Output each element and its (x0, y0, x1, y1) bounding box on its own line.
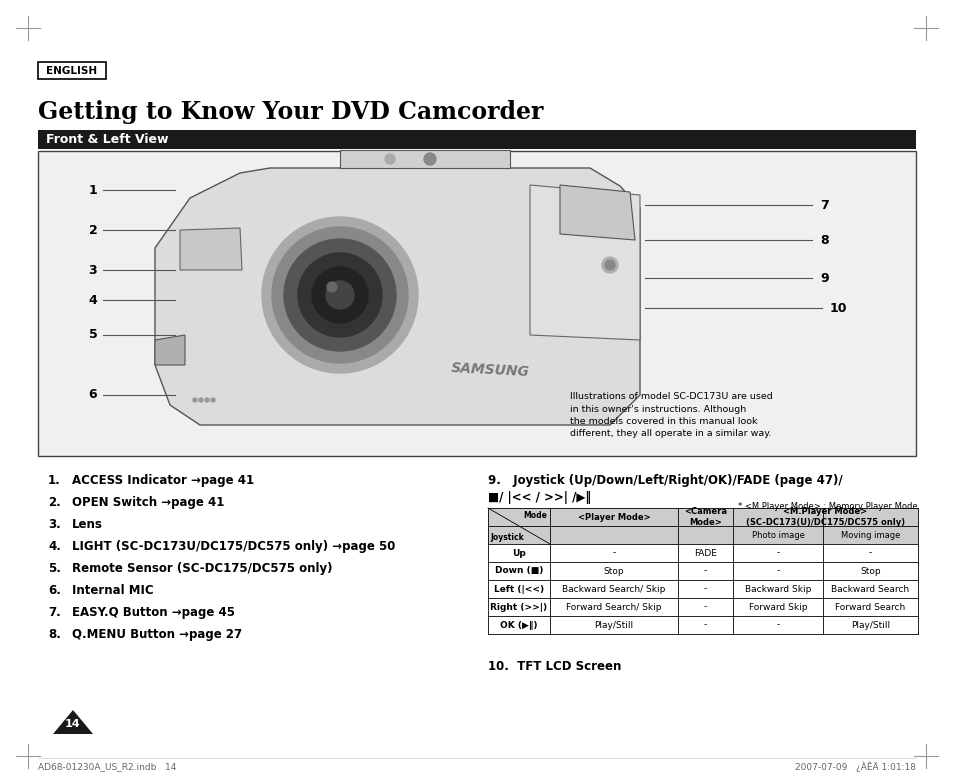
Text: Down (■): Down (■) (495, 567, 542, 575)
Text: Mode: Mode (522, 511, 546, 520)
Circle shape (312, 267, 368, 323)
Polygon shape (339, 150, 510, 168)
Circle shape (211, 398, 214, 402)
Text: 2: 2 (89, 223, 97, 237)
Text: 1.: 1. (48, 474, 61, 487)
Text: * <M.Player Mode> : Memory Player Mode: * <M.Player Mode> : Memory Player Mode (738, 502, 917, 511)
Text: 8: 8 (820, 234, 828, 246)
Circle shape (262, 217, 417, 373)
Text: 3: 3 (89, 263, 97, 277)
Text: Moving image: Moving image (840, 531, 900, 539)
Text: 3.: 3. (48, 518, 61, 531)
Circle shape (199, 398, 203, 402)
Text: 14: 14 (65, 719, 81, 729)
Circle shape (423, 153, 436, 165)
Polygon shape (559, 185, 635, 240)
Polygon shape (53, 710, 92, 734)
Text: 10: 10 (829, 302, 846, 314)
Circle shape (284, 239, 395, 351)
Text: 7: 7 (820, 198, 828, 212)
Text: Play/Still: Play/Still (594, 620, 633, 630)
Text: OK (▶‖): OK (▶‖) (499, 620, 537, 630)
Text: -: - (776, 620, 779, 630)
Text: <Player Mode>: <Player Mode> (578, 513, 650, 521)
Text: Left (|<<): Left (|<<) (494, 585, 543, 593)
Text: Right (>>|): Right (>>|) (490, 602, 547, 612)
Text: -: - (868, 549, 871, 557)
Text: Lens: Lens (71, 518, 103, 531)
Text: EASY.Q Button →page 45: EASY.Q Button →page 45 (71, 606, 234, 619)
Circle shape (326, 281, 354, 309)
Text: 9: 9 (820, 271, 828, 285)
Text: 6.: 6. (48, 584, 61, 597)
Text: Backward Search: Backward Search (831, 585, 908, 593)
Circle shape (205, 398, 209, 402)
Text: FADE: FADE (694, 549, 717, 557)
Text: 5.: 5. (48, 562, 61, 575)
Text: AD68-01230A_US_R2.indb   14: AD68-01230A_US_R2.indb 14 (38, 762, 176, 771)
Text: Play/Still: Play/Still (850, 620, 889, 630)
Circle shape (297, 253, 381, 337)
Text: -: - (703, 567, 706, 575)
Text: 2.: 2. (48, 496, 61, 509)
Text: Stop: Stop (603, 567, 623, 575)
Text: Getting to Know Your DVD Camcorder: Getting to Know Your DVD Camcorder (38, 100, 543, 124)
Text: 4: 4 (89, 293, 97, 307)
Text: -: - (776, 567, 779, 575)
Text: <M.Player Mode>
(SC-DC173(U)/DC175/DC575 only): <M.Player Mode> (SC-DC173(U)/DC175/DC575… (745, 507, 904, 527)
Text: Front & Left View: Front & Left View (46, 133, 169, 146)
FancyBboxPatch shape (38, 151, 915, 456)
Text: -: - (703, 602, 706, 612)
FancyBboxPatch shape (488, 508, 917, 544)
Text: Remote Sensor (SC-DC175/DC575 only): Remote Sensor (SC-DC175/DC575 only) (71, 562, 333, 575)
Text: Forward Search: Forward Search (835, 602, 904, 612)
Text: 10.  TFT LCD Screen: 10. TFT LCD Screen (488, 660, 620, 673)
Text: 8.: 8. (48, 628, 61, 641)
Text: 4.: 4. (48, 540, 61, 553)
Polygon shape (530, 185, 639, 340)
Text: OPEN Switch →page 41: OPEN Switch →page 41 (71, 496, 224, 509)
Text: Forward Skip: Forward Skip (748, 602, 806, 612)
Text: 5: 5 (89, 328, 97, 342)
Text: Joystick: Joystick (490, 533, 523, 542)
FancyBboxPatch shape (38, 62, 106, 79)
Text: 2007-07-09   ¿ÀÊÄ 1:01:18: 2007-07-09 ¿ÀÊÄ 1:01:18 (794, 762, 915, 772)
Circle shape (601, 257, 618, 273)
Text: 9.   Joystick (Up/Down/Left/Right/OK)/FADE (page 47)/: 9. Joystick (Up/Down/Left/Right/OK)/FADE… (488, 474, 841, 487)
Text: Q.MENU Button →page 27: Q.MENU Button →page 27 (71, 628, 242, 641)
Circle shape (604, 260, 615, 270)
Text: 7.: 7. (48, 606, 61, 619)
Text: ■/ |<< / >>| /▶‖: ■/ |<< / >>| /▶‖ (488, 491, 591, 504)
Text: Photo image: Photo image (751, 531, 803, 539)
Polygon shape (154, 335, 185, 365)
Circle shape (193, 398, 196, 402)
Circle shape (272, 227, 408, 363)
Text: -: - (776, 549, 779, 557)
Circle shape (385, 154, 395, 164)
Text: -: - (703, 585, 706, 593)
Text: -: - (612, 549, 615, 557)
Text: ENGLISH: ENGLISH (47, 66, 97, 75)
Text: SAMSUNG: SAMSUNG (450, 361, 529, 379)
Text: Backward Skip: Backward Skip (744, 585, 810, 593)
Text: ACCESS Indicator →page 41: ACCESS Indicator →page 41 (71, 474, 253, 487)
Text: Backward Search/ Skip: Backward Search/ Skip (561, 585, 665, 593)
Text: -: - (703, 620, 706, 630)
Text: 1: 1 (89, 183, 97, 197)
Text: 6: 6 (89, 389, 97, 401)
Text: Forward Search/ Skip: Forward Search/ Skip (566, 602, 661, 612)
Polygon shape (180, 228, 242, 270)
Text: Illustrations of model SC-DC173U are used
in this owner's instructions. Although: Illustrations of model SC-DC173U are use… (569, 392, 772, 438)
Circle shape (327, 282, 336, 292)
Polygon shape (154, 168, 639, 425)
FancyBboxPatch shape (38, 130, 915, 149)
Text: LIGHT (SC-DC173U/DC175/DC575 only) →page 50: LIGHT (SC-DC173U/DC175/DC575 only) →page… (71, 540, 395, 553)
Text: Internal MIC: Internal MIC (71, 584, 153, 597)
Text: <Camera
Mode>: <Camera Mode> (683, 507, 726, 527)
Text: Up: Up (512, 549, 525, 557)
Text: Stop: Stop (860, 567, 880, 575)
